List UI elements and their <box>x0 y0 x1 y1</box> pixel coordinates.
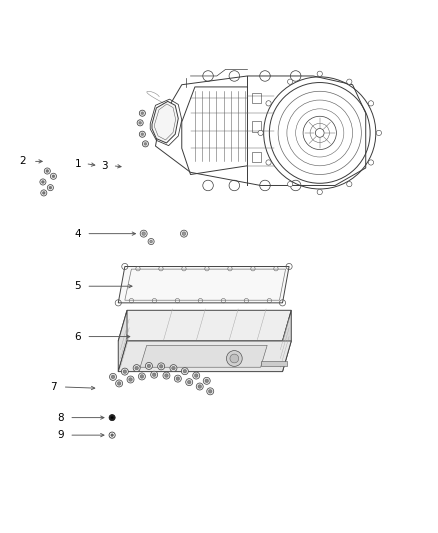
Circle shape <box>196 383 203 390</box>
Circle shape <box>137 120 143 126</box>
Circle shape <box>116 380 123 387</box>
Circle shape <box>317 189 322 195</box>
Circle shape <box>174 375 181 382</box>
Circle shape <box>147 364 151 368</box>
Circle shape <box>368 101 374 106</box>
Circle shape <box>182 232 186 236</box>
Circle shape <box>42 181 44 183</box>
Circle shape <box>208 390 212 393</box>
Circle shape <box>287 182 293 187</box>
Bar <box>252 93 261 103</box>
Circle shape <box>158 363 165 370</box>
Circle shape <box>266 101 271 106</box>
Text: 7: 7 <box>50 382 57 392</box>
Polygon shape <box>152 101 178 143</box>
Circle shape <box>205 379 208 383</box>
Circle shape <box>346 182 352 187</box>
Circle shape <box>111 434 113 437</box>
Polygon shape <box>118 310 291 341</box>
Circle shape <box>138 373 145 380</box>
Bar <box>252 152 261 162</box>
Circle shape <box>148 238 154 245</box>
Bar <box>252 121 261 132</box>
Circle shape <box>266 160 271 165</box>
Circle shape <box>159 365 163 368</box>
Circle shape <box>111 375 115 378</box>
Circle shape <box>180 230 187 237</box>
Circle shape <box>117 382 121 385</box>
Circle shape <box>207 388 214 395</box>
Circle shape <box>181 368 188 375</box>
Text: 9: 9 <box>57 430 64 440</box>
Circle shape <box>46 169 49 172</box>
Circle shape <box>49 187 52 189</box>
Circle shape <box>139 110 145 116</box>
Circle shape <box>139 131 145 138</box>
Circle shape <box>139 122 141 124</box>
Circle shape <box>187 381 191 384</box>
Circle shape <box>152 373 156 376</box>
Circle shape <box>172 366 175 370</box>
Circle shape <box>176 377 180 381</box>
Circle shape <box>193 372 200 379</box>
Circle shape <box>150 240 152 243</box>
Circle shape <box>110 374 117 381</box>
Bar <box>261 361 287 366</box>
Polygon shape <box>283 310 291 372</box>
Circle shape <box>141 133 144 135</box>
Circle shape <box>226 351 242 366</box>
Circle shape <box>144 142 147 145</box>
Circle shape <box>145 362 152 369</box>
Circle shape <box>109 415 115 421</box>
Circle shape <box>186 378 193 386</box>
Circle shape <box>140 375 144 378</box>
Circle shape <box>317 71 322 76</box>
Circle shape <box>40 179 46 185</box>
Circle shape <box>183 369 187 373</box>
Circle shape <box>198 385 201 388</box>
Circle shape <box>133 365 140 372</box>
Circle shape <box>123 370 127 374</box>
Circle shape <box>368 160 374 165</box>
Circle shape <box>287 79 293 84</box>
Text: 6: 6 <box>74 332 81 342</box>
Circle shape <box>52 175 55 177</box>
Circle shape <box>111 416 113 419</box>
Circle shape <box>129 378 132 381</box>
Circle shape <box>127 376 134 383</box>
Circle shape <box>170 365 177 372</box>
Text: 2: 2 <box>20 156 26 166</box>
Circle shape <box>50 173 57 179</box>
Circle shape <box>194 374 198 377</box>
Text: 5: 5 <box>74 281 81 291</box>
Circle shape <box>141 112 144 115</box>
Circle shape <box>140 230 147 237</box>
Polygon shape <box>140 345 267 367</box>
Circle shape <box>376 130 381 135</box>
Circle shape <box>203 377 210 384</box>
Text: 3: 3 <box>101 161 107 171</box>
Circle shape <box>151 371 158 378</box>
Circle shape <box>41 190 47 196</box>
Circle shape <box>258 130 263 135</box>
Text: 4: 4 <box>74 229 81 239</box>
Circle shape <box>163 372 170 379</box>
Circle shape <box>42 191 45 194</box>
Polygon shape <box>118 266 289 303</box>
Circle shape <box>121 368 128 375</box>
Circle shape <box>44 168 50 174</box>
Polygon shape <box>118 310 127 372</box>
Circle shape <box>347 79 352 84</box>
Circle shape <box>135 366 138 370</box>
Circle shape <box>142 232 145 236</box>
Text: 1: 1 <box>74 159 81 168</box>
Circle shape <box>230 354 239 363</box>
Circle shape <box>165 374 168 377</box>
Polygon shape <box>118 341 291 372</box>
Text: 8: 8 <box>57 413 64 423</box>
Circle shape <box>47 184 53 191</box>
Circle shape <box>142 141 148 147</box>
